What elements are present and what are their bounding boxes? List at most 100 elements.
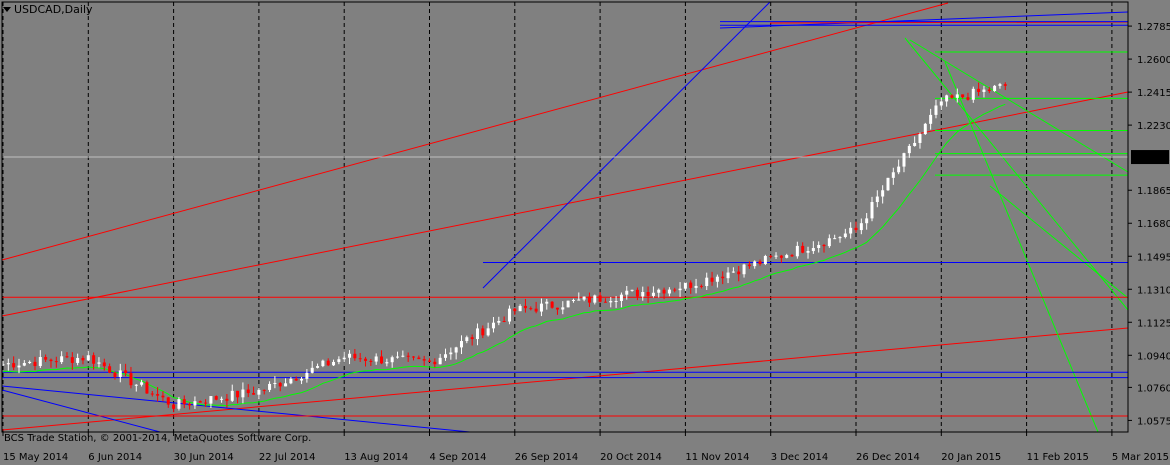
- candle: [412, 356, 416, 361]
- candle: [374, 353, 378, 365]
- candle-body: [897, 166, 901, 173]
- candle-body: [156, 394, 160, 396]
- candle: [507, 305, 511, 325]
- candle-body: [609, 301, 613, 303]
- candle-body: [641, 292, 645, 297]
- candle: [950, 94, 954, 99]
- candle: [870, 196, 874, 222]
- candle: [929, 108, 933, 130]
- current-price-label-box: [1131, 150, 1169, 165]
- candle: [49, 358, 53, 368]
- candle-body: [993, 85, 997, 92]
- trend-line: [1, 389, 161, 433]
- candle-body: [188, 404, 192, 406]
- candle-body: [438, 357, 442, 365]
- candle: [289, 377, 293, 385]
- candle-body: [406, 355, 410, 357]
- candle-body: [918, 134, 922, 143]
- candle: [513, 308, 517, 315]
- candle: [225, 394, 229, 408]
- candle: [102, 358, 106, 371]
- candle-body: [662, 289, 666, 294]
- candle: [651, 286, 655, 298]
- candle-body: [412, 356, 416, 358]
- trend-line: [482, 1, 771, 289]
- trend-line: [1, 91, 1129, 317]
- candlesticks: [1, 82, 1007, 413]
- candle-body: [934, 105, 938, 115]
- y-tick-label: 1.1495: [1137, 252, 1170, 263]
- candle: [726, 267, 730, 284]
- candle: [710, 271, 714, 286]
- candle: [86, 351, 90, 362]
- candle: [966, 92, 970, 101]
- candle-body: [33, 361, 37, 367]
- candle-body: [849, 227, 853, 234]
- candle: [481, 325, 485, 339]
- candle: [33, 356, 37, 371]
- candle: [241, 382, 245, 404]
- candle-body: [129, 373, 133, 386]
- candle-body: [870, 202, 874, 219]
- candle-body: [646, 292, 650, 296]
- candle-body: [332, 361, 336, 366]
- x-tick-label: 11 Nov 2014: [685, 452, 749, 463]
- candle-body: [369, 360, 373, 362]
- candle-body: [790, 255, 794, 257]
- candle: [977, 82, 981, 96]
- candle-body: [742, 264, 746, 275]
- candle-body: [502, 321, 506, 323]
- candle: [220, 396, 224, 403]
- candle-body: [342, 357, 346, 360]
- candle: [246, 384, 250, 398]
- candle-body: [710, 277, 714, 282]
- candle-body: [801, 245, 805, 253]
- candle-body: [582, 296, 586, 300]
- candle-body: [806, 251, 810, 253]
- candle-body: [465, 337, 469, 342]
- candle-body: [17, 365, 21, 368]
- candle-body: [385, 362, 389, 364]
- candle-body: [763, 255, 767, 265]
- candle: [284, 378, 288, 387]
- candle-body: [971, 88, 975, 100]
- candle: [316, 363, 320, 369]
- candle: [337, 356, 341, 365]
- candle-body: [913, 142, 917, 146]
- candle-body: [268, 383, 272, 390]
- candle: [449, 347, 453, 360]
- candle: [156, 387, 160, 402]
- support-trail-line: [2, 103, 1006, 407]
- candle: [54, 356, 58, 368]
- candle-body: [38, 357, 42, 367]
- candle: [385, 358, 389, 367]
- candle-body: [966, 97, 970, 100]
- candle: [769, 254, 773, 259]
- candle: [390, 355, 394, 368]
- candle: [742, 263, 746, 278]
- candle-body: [923, 123, 927, 135]
- moving-average-layer: [2, 103, 1006, 407]
- candle-body: [822, 244, 826, 247]
- candle: [779, 254, 783, 263]
- candle: [188, 402, 192, 410]
- candle-body: [475, 328, 479, 340]
- candle: [22, 360, 26, 367]
- candle: [667, 287, 671, 297]
- candle-body: [715, 276, 719, 282]
- dropdown-triangle-icon[interactable]: [3, 7, 11, 12]
- candle: [593, 294, 597, 305]
- candle-body: [177, 399, 181, 409]
- y-tick-label: 1.2600: [1137, 55, 1170, 66]
- candle-body: [619, 294, 623, 301]
- time-axis: 15 May 2014 6 Jun 2014 30 Jun 2014 22 Jul 2…: [2, 432, 1169, 463]
- candle: [833, 234, 837, 240]
- candle: [140, 379, 144, 387]
- candle: [662, 287, 666, 300]
- candle: [534, 301, 538, 314]
- candle: [502, 316, 506, 323]
- x-tick-label: 20 Jan 2015: [941, 452, 1001, 463]
- chart-title[interactable]: USDCAD,Daily: [3, 3, 93, 16]
- candle-body: [241, 389, 245, 398]
